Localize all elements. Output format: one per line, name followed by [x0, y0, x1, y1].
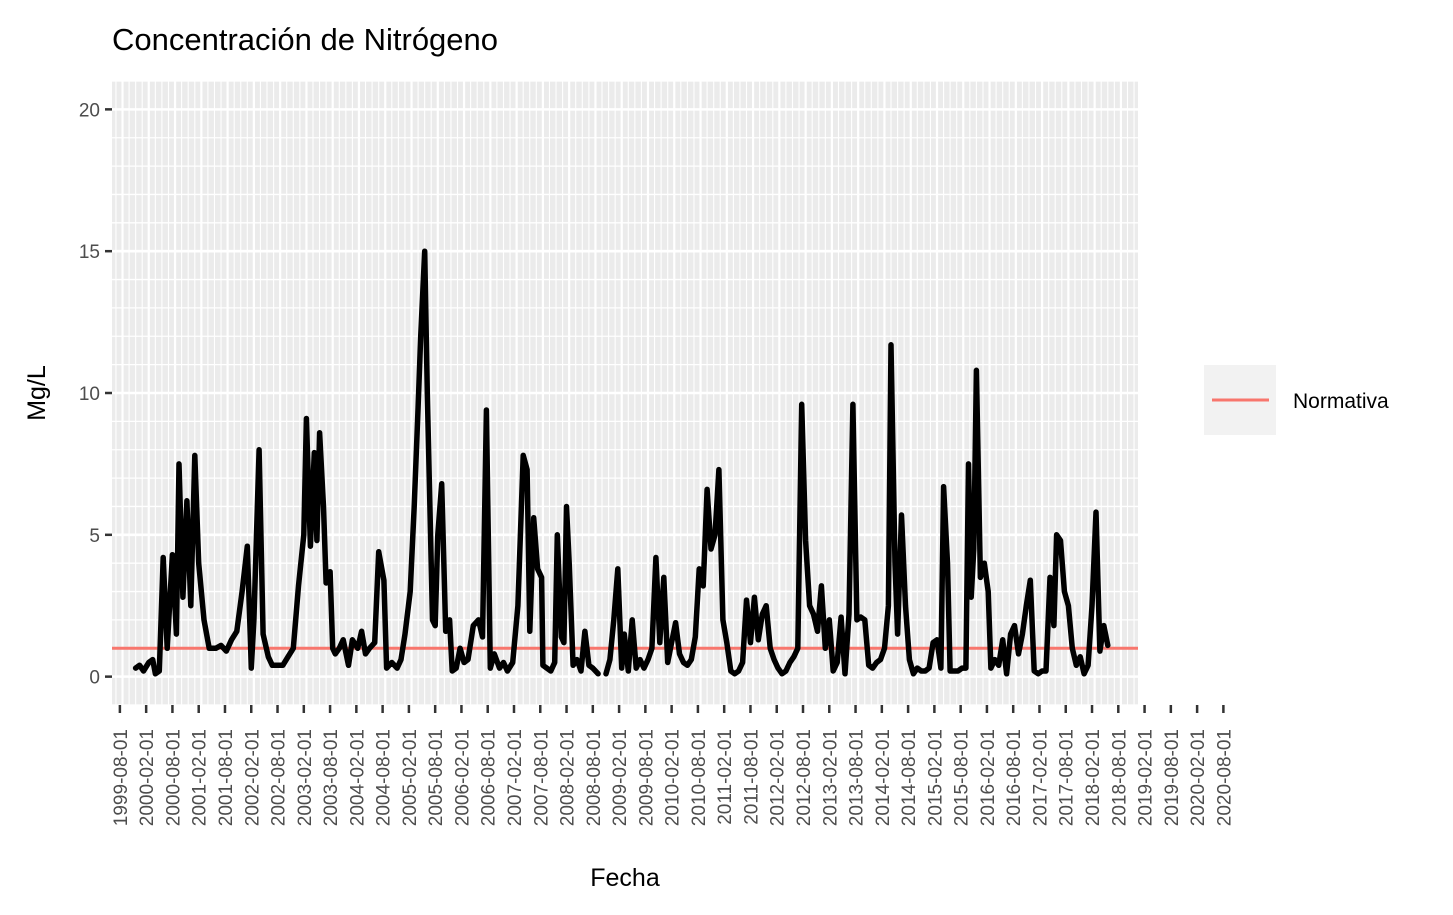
x-tick-label: 2007-08-01: [531, 729, 552, 826]
x-tick-label: 2011-08-01: [741, 729, 762, 825]
x-tick-label: 2012-02-01: [768, 729, 789, 826]
x-tick-label: 2009-02-01: [610, 729, 631, 826]
x-tick-label: 2015-02-01: [925, 729, 946, 826]
y-tick-label: 5: [89, 526, 100, 547]
y-axis-title: Mg/L: [23, 365, 51, 421]
x-tick-label: 2008-02-01: [558, 729, 579, 826]
x-tick-label: 2013-08-01: [847, 729, 868, 826]
x-tick-label: 2013-02-01: [820, 729, 841, 826]
gridlines: [112, 80, 1138, 706]
x-tick-label: 2017-08-01: [1057, 729, 1078, 826]
x-tick-label: 2005-08-01: [426, 729, 447, 826]
x-tick-label: 2000-02-01: [137, 729, 158, 826]
x-tick-label: 2005-02-01: [400, 729, 421, 826]
x-tick-label: 2012-08-01: [794, 729, 815, 826]
x-tick-label: 2006-02-01: [452, 729, 473, 826]
x-tick-label: 2020-02-01: [1188, 729, 1209, 826]
x-tick-label: 2000-08-01: [163, 729, 184, 826]
x-axis-title: Fecha: [590, 864, 660, 892]
x-tick-label: 2004-02-01: [347, 729, 368, 826]
x-tick-label: 2008-08-01: [584, 729, 605, 826]
x-tick-label: 2011-02-01: [715, 729, 736, 825]
x-tick-label: 2004-08-01: [374, 729, 395, 826]
x-tick-label: 2017-02-01: [1030, 729, 1051, 826]
x-tick-label: 2016-08-01: [1004, 729, 1025, 826]
legend: Normativa: [1204, 365, 1389, 435]
series-layer: [132, 248, 1111, 677]
x-tick-label: 2002-02-01: [242, 729, 263, 826]
y-tick-label: 15: [79, 242, 100, 263]
y-axis: 0 5 10 15 20: [79, 100, 112, 689]
x-tick-label: 2010-02-01: [663, 729, 684, 826]
x-tick-label: 2018-02-01: [1083, 729, 1104, 826]
x-tick-label: 2018-08-01: [1109, 729, 1130, 826]
x-tick-label: 2003-08-01: [321, 729, 342, 826]
x-tick-label: 2009-08-01: [636, 729, 657, 826]
x-tick-label: 2019-08-01: [1162, 729, 1183, 826]
x-axis: 1999-08-01 2000-02-01 2000-08-01 2001-02-01…: [111, 705, 1235, 826]
x-tick-label: 2006-08-01: [479, 729, 500, 826]
legend-label-normativa: Normativa: [1293, 390, 1389, 413]
y-tick-label: 10: [79, 384, 100, 405]
x-tick-label: 2010-08-01: [689, 729, 710, 826]
series-line: [132, 248, 1111, 677]
y-tick-label: 0: [89, 668, 100, 689]
x-tick-label: 2014-08-01: [899, 729, 920, 826]
x-tick-label: 2003-02-01: [295, 729, 316, 826]
x-tick-label: 2001-08-01: [216, 729, 237, 826]
x-tick-label: 2020-08-01: [1214, 729, 1235, 826]
x-tick-label: 2002-08-01: [269, 729, 290, 826]
x-tick-label: 2016-02-01: [978, 729, 999, 826]
x-tick-label: 2001-02-01: [190, 729, 211, 826]
y-tick-label: 20: [79, 100, 100, 121]
x-tick-label: 1999-08-01: [111, 729, 132, 826]
x-tick-label: 2019-02-01: [1136, 729, 1157, 826]
chart-title: Concentración de Nitrógeno: [112, 22, 498, 57]
x-tick-label: 2015-08-01: [952, 729, 973, 826]
x-tick-label: 2014-02-01: [873, 729, 894, 826]
x-tick-label: 2007-02-01: [505, 729, 526, 826]
